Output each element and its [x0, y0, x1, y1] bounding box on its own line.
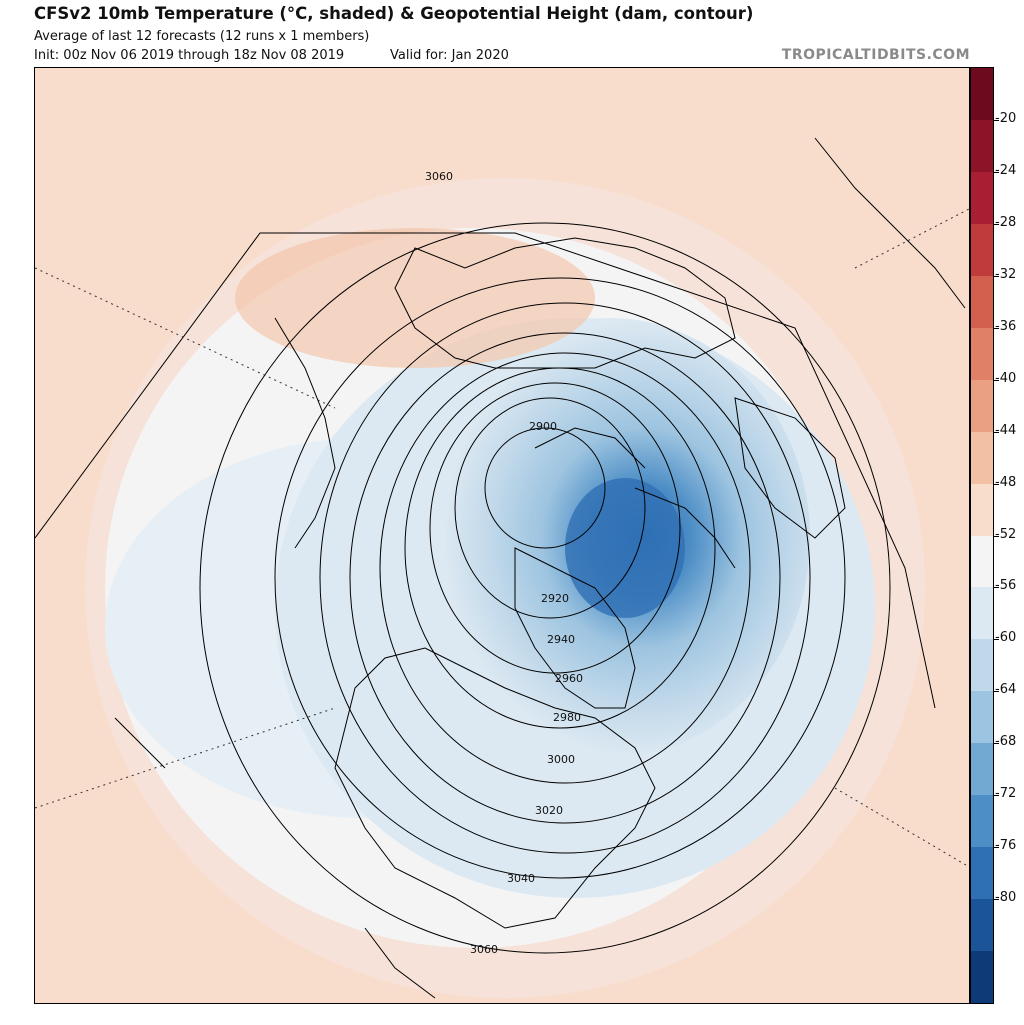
- colorbar-tick-mark: [994, 171, 999, 173]
- chart-title: CFSv2 10mb Temperature (°C, shaded) & Ge…: [34, 4, 754, 23]
- colorbar-tick-mark: [994, 535, 999, 537]
- colorbar-tick-mark: [994, 639, 999, 641]
- colorbar-segment: [971, 431, 993, 485]
- colorbar-tick-label: -80: [995, 890, 1017, 906]
- colorbar-segment: [971, 795, 993, 848]
- colorbar-tick-label: -24: [995, 162, 1017, 178]
- contour-label: 2920: [541, 592, 569, 605]
- contour-label: 3000: [547, 753, 575, 766]
- height-contours: [199, 222, 891, 954]
- colorbar-segment: [971, 223, 993, 277]
- colorbar-segment: [971, 639, 993, 692]
- colorbar-segment: [971, 327, 993, 381]
- colorbar-tick-mark: [994, 587, 999, 589]
- contour-label: 3040: [507, 872, 535, 885]
- colorbar-tick-label: -60: [995, 630, 1017, 646]
- colorbar: [970, 67, 994, 1004]
- colorbar-tick-mark: [994, 119, 999, 121]
- colorbar-tick-label: -28: [995, 214, 1017, 230]
- contour-3040: [274, 277, 846, 879]
- colorbar-tick-mark: [994, 379, 999, 381]
- colorbar-tick-label: -52: [995, 526, 1017, 542]
- contour-label: 3020: [535, 804, 563, 817]
- contour-label: 3060: [470, 943, 498, 956]
- cold-center: [565, 478, 685, 618]
- graticule-line: [854, 208, 969, 269]
- projection-edge: [35, 232, 936, 709]
- colorbar-tick-label: -40: [995, 370, 1017, 386]
- colorbar-tick-label: -48: [995, 474, 1017, 490]
- contour-3000: [349, 332, 781, 824]
- colorbar-tick-mark: [994, 327, 999, 329]
- chart-subtitle: Average of last 12 forecasts (12 runs x …: [34, 29, 370, 44]
- colorbar-segment: [971, 691, 993, 744]
- colorbar-tick-mark: [994, 483, 999, 485]
- colorbar-tick-label: -20: [995, 110, 1017, 126]
- colorbar-tick-label: -32: [995, 266, 1017, 282]
- colorbar-tick-mark: [994, 223, 999, 225]
- colorbar-tick-label: -68: [995, 734, 1017, 750]
- polar-map: 2900 2920 2940 2960 2980 3000 3020 3040 …: [34, 67, 970, 1004]
- colorbar-tick-mark: [994, 691, 999, 693]
- colorbar-segment: [971, 275, 993, 329]
- colorbar-segment: [971, 535, 993, 588]
- colorbar-segment: [971, 847, 993, 900]
- contour-label: 2940: [547, 633, 575, 646]
- colorbar-tick-label: -56: [995, 578, 1017, 594]
- contour-3060: [199, 222, 891, 954]
- colorbar-tick-mark: [994, 899, 999, 901]
- colorbar-tick-mark: [994, 847, 999, 849]
- colorbar-tick-mark: [994, 431, 999, 433]
- colorbar-segment: [971, 119, 993, 173]
- colorbar-tick-mark: [994, 743, 999, 745]
- contour-2940: [429, 382, 681, 674]
- brand-watermark: TROPICALTIDBITS.COM: [781, 47, 970, 63]
- colorbar-segment: [971, 587, 993, 640]
- colorbar-segment: [971, 379, 993, 433]
- contour-label: 3060: [425, 170, 453, 183]
- colorbar-tick-label: -76: [995, 838, 1017, 854]
- map-svg: 2900 2920 2940 2960 2980 3000 3020 3040 …: [35, 68, 969, 1003]
- siberian-warm-patch: [235, 228, 595, 368]
- colorbar-tick-mark: [994, 795, 999, 797]
- colorbar-tick-label: -72: [995, 786, 1017, 802]
- colorbar-segment: [971, 951, 993, 1004]
- contour-2980: [379, 352, 751, 784]
- colorbar-segment: [971, 68, 993, 121]
- colorbar-segment: [971, 899, 993, 952]
- valid-time: Valid for: Jan 2020: [390, 48, 509, 63]
- contour-2960: [404, 367, 716, 729]
- colorbar-tick-label: -64: [995, 682, 1017, 698]
- colorbar-segment: [971, 171, 993, 225]
- colorbar-segment: [971, 743, 993, 796]
- contour-3020: [319, 302, 811, 854]
- graticule-line: [35, 267, 336, 409]
- contour-label: 2960: [555, 672, 583, 685]
- graticule-line: [834, 787, 969, 868]
- colorbar-segment: [971, 483, 993, 536]
- contour-label: 2900: [529, 420, 557, 433]
- coastlines: [114, 137, 966, 999]
- contour-label: 2980: [553, 711, 581, 724]
- init-time: Init: 00z Nov 06 2019 through 18z Nov 08…: [34, 48, 345, 63]
- contour-2920: [454, 397, 646, 619]
- colorbar-tick-mark: [994, 275, 999, 277]
- colorbar-tick-label: -44: [995, 422, 1017, 438]
- contour-2900: [484, 427, 606, 549]
- colorbar-tick-label: -36: [995, 318, 1017, 334]
